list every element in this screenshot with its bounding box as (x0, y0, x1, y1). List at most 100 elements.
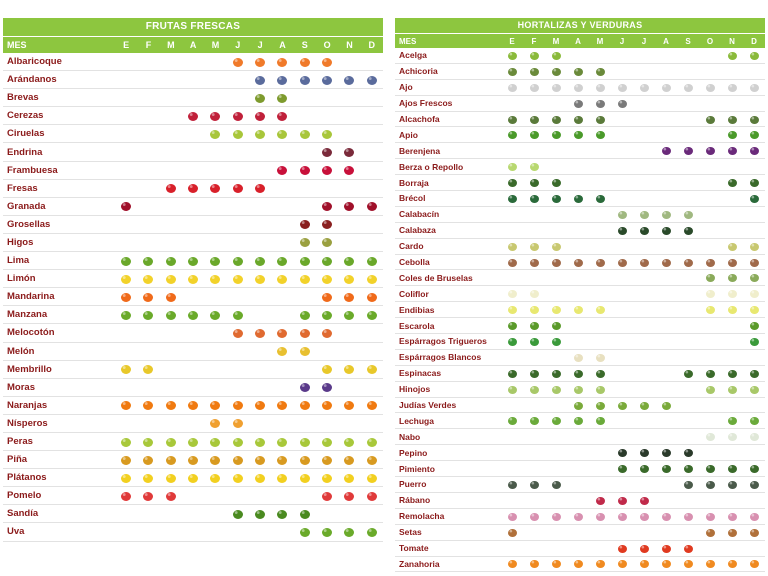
green-asparagus-icon (749, 337, 759, 346)
month-cell (611, 177, 633, 188)
month-cell (249, 236, 271, 248)
month-cell (338, 92, 360, 104)
month-cell (501, 66, 523, 77)
garlic-icon (727, 83, 737, 92)
blackberry-icon (322, 383, 333, 393)
month-cell (545, 257, 567, 268)
white-asparagus-icon (573, 353, 583, 362)
spinach-icon (727, 369, 737, 378)
month-cell (137, 236, 159, 248)
row-uva: Uva (3, 523, 383, 542)
eggplant-icon (661, 147, 671, 156)
green-asparagus-icon (507, 337, 517, 346)
month-cell (204, 128, 226, 140)
month-cell (338, 218, 360, 230)
month-cell (721, 193, 743, 204)
pineapple-icon (210, 455, 221, 465)
month-label: N (729, 36, 735, 46)
month-cell (721, 145, 743, 156)
month-cell (501, 225, 523, 236)
month-cell (589, 98, 611, 109)
month-cell (501, 272, 523, 283)
item-name: Lima (7, 255, 30, 267)
banana-icon (232, 473, 243, 483)
mandarin-icon (121, 292, 132, 302)
spinach-icon (683, 369, 693, 378)
month-cell (182, 273, 204, 285)
month-cell (115, 399, 137, 411)
month-cell (545, 193, 567, 204)
carrot-icon (661, 560, 671, 569)
month-cell (721, 98, 743, 109)
item-name: Peras (7, 436, 33, 448)
month-cell (567, 288, 589, 299)
month-cell (271, 56, 293, 68)
beetroot-icon (639, 512, 649, 521)
month-cell (699, 431, 721, 442)
month-cell (227, 472, 249, 484)
month-cell (361, 327, 383, 339)
month-cells (501, 114, 765, 125)
month-cells (115, 345, 383, 357)
month-cell (721, 400, 743, 411)
celery-icon (727, 131, 737, 140)
pumpkin-icon (639, 226, 649, 235)
month-cell (611, 368, 633, 379)
month-cells (115, 508, 383, 520)
month-cell (545, 479, 567, 490)
cabbage-icon (529, 163, 539, 172)
watermelon-icon (255, 509, 266, 519)
item-name: Berza o Repollo (399, 161, 464, 172)
row-moras: Moras (3, 379, 383, 397)
grape-icon (344, 527, 355, 537)
month-cell (655, 66, 677, 77)
month-cell (589, 431, 611, 442)
month-cell (677, 241, 699, 252)
month-cell (249, 128, 271, 140)
banana-icon (322, 473, 333, 483)
month-cells (115, 92, 383, 104)
zucchini-icon (639, 210, 649, 219)
item-name: Membrillo (7, 363, 52, 375)
cherry-icon (210, 111, 221, 121)
apricot-icon (232, 57, 243, 67)
month-cell (361, 454, 383, 466)
month-cell (294, 164, 316, 176)
month-cell (699, 558, 721, 569)
month-cell (501, 336, 523, 347)
month-cells (501, 257, 765, 268)
month-cell (545, 447, 567, 458)
banana-icon (165, 473, 176, 483)
month-cell (501, 257, 523, 268)
month-cells (501, 272, 765, 283)
month-cell (361, 526, 383, 538)
month-cells (501, 463, 765, 474)
month-cell (611, 415, 633, 426)
month-cell (182, 472, 204, 484)
month-cell (611, 209, 633, 220)
month-cell (115, 417, 137, 429)
row-cardo: Cardo (395, 239, 765, 255)
garlic-icon (595, 83, 605, 92)
row-coliflor: Coliflor (395, 286, 765, 303)
month-cell (501, 209, 523, 220)
month-label: J (235, 40, 241, 50)
month-cell (338, 56, 360, 68)
month-cell (677, 50, 699, 61)
celery-icon (529, 131, 539, 140)
month-cell (611, 511, 633, 522)
month-cell (294, 236, 316, 248)
brussels-sprout-icon (727, 274, 737, 283)
month-cell (227, 92, 249, 104)
month-cell (655, 527, 677, 538)
month-cell (294, 472, 316, 484)
month-cell (567, 558, 589, 569)
month-cell (227, 327, 249, 339)
month-cell (567, 511, 589, 522)
month-cell (699, 543, 721, 554)
month-cells (115, 128, 383, 140)
lime-icon (143, 256, 154, 266)
month-cells (115, 146, 383, 158)
green-bean-icon (639, 401, 649, 410)
month-cell (655, 400, 677, 411)
